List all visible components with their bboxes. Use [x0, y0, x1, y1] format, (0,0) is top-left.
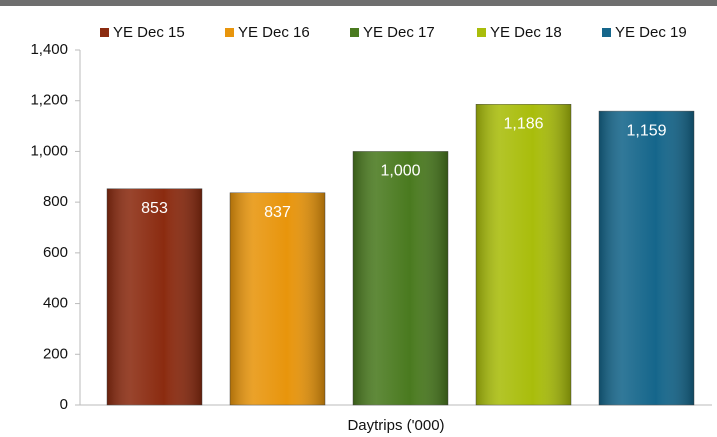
y-tick-label: 600: [43, 244, 68, 261]
y-tick-label: 200: [43, 345, 68, 362]
legend-label: YE Dec 17: [363, 24, 435, 41]
legend-label: YE Dec 19: [615, 24, 687, 41]
y-tick-label: 400: [43, 295, 68, 312]
y-tick-label: 800: [43, 193, 68, 210]
bar-shade: [599, 111, 694, 405]
legend-label: YE Dec 18: [490, 24, 562, 41]
bar-shade: [230, 192, 325, 405]
legend-label: YE Dec 16: [238, 24, 310, 41]
legend-swatch: [602, 28, 611, 37]
legend-swatch: [100, 28, 109, 37]
legend-swatch: [477, 28, 486, 37]
legend-label: YE Dec 15: [113, 24, 185, 41]
top-band: [0, 0, 717, 6]
bar-shade: [353, 151, 448, 405]
value-label: 853: [141, 200, 168, 217]
y-tick-label: 1,000: [30, 142, 68, 159]
value-label: 1,186: [503, 115, 543, 132]
value-label: 1,000: [380, 163, 420, 180]
value-label: 837: [264, 204, 291, 221]
y-tick-label: 0: [60, 396, 68, 413]
x-axis-label: Daytrips ('000): [347, 417, 444, 434]
bar-shade: [107, 188, 202, 405]
value-label: 1,159: [626, 122, 666, 139]
y-tick-label: 1,400: [30, 41, 68, 58]
legend-swatch: [350, 28, 359, 37]
legend-swatch: [225, 28, 234, 37]
y-tick-label: 1,200: [30, 92, 68, 109]
bar-shade: [476, 104, 571, 405]
